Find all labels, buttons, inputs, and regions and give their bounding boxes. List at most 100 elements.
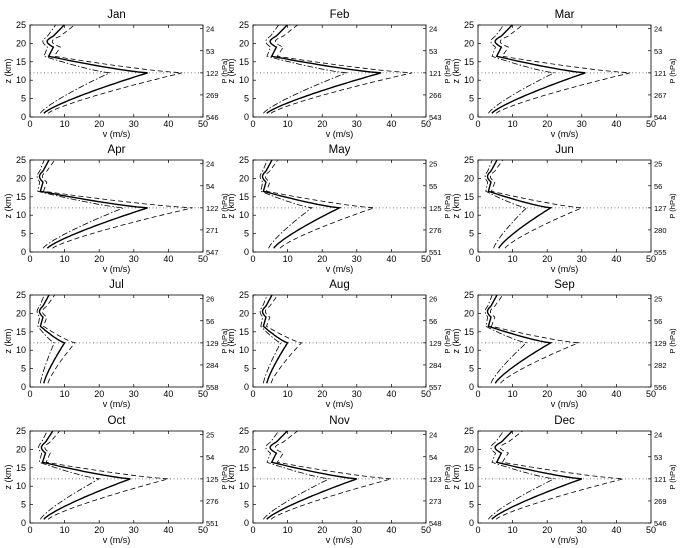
panel-apr: Apr 0 10 20 30 40 50 0 5 10 15 20 25 24 54 122 271 547 v (… [3,144,229,274]
x-tick-label: 10 [60,254,70,264]
x-axis-label: v (m/s) [551,399,579,409]
y-axis-label: z (km) [226,465,236,490]
upper-profile-line [41,159,193,249]
plot-frame [477,24,652,118]
x-tick-label: 40 [163,254,173,264]
y-tick-label: 25 [464,155,474,165]
p-tick-label: 53 [429,47,437,56]
p-tick-label: 56 [429,317,437,326]
panel-title: Oct [108,415,127,427]
x-axis-label: v (m/s) [326,129,354,139]
x-tick-label: 30 [577,525,587,535]
y-tick-label: 0 [469,112,474,122]
p-tick-label: 54 [206,453,214,462]
upper-profile-line [264,294,303,384]
lower-profile-line [38,430,101,520]
y-tick-label: 15 [464,192,474,202]
p-tick-label: 276 [206,497,219,506]
p-tick-label: 127 [654,204,667,213]
panel-jul: Jul 0 10 20 30 40 50 0 5 10 15 20 25 26 56 129 284 558 v (… [3,279,229,409]
y-tick-label: 15 [464,463,474,473]
lower-profile-line [263,24,348,114]
p-tick-label: 122 [206,69,219,78]
plot-frame [477,159,652,253]
y-tick-label: 15 [239,57,249,67]
panel-aug: Aug 0 10 20 30 40 50 0 5 10 15 20 25 26 56 129 284 557 v (… [226,279,452,409]
y-axis-label: z (km) [3,329,13,354]
plot-frame [252,24,427,118]
x-tick-label: 40 [386,119,396,129]
x-tick-label: 0 [250,254,255,264]
p-tick-label: 555 [654,248,667,257]
y-tick-label: 0 [244,112,249,122]
p-tick-label: 54 [429,453,437,462]
y-tick-label: 25 [16,290,26,300]
p-tick-label: 276 [429,226,442,235]
p-tick-label: 129 [206,339,219,348]
y-tick-label: 20 [239,308,249,318]
p-tick-label: 129 [429,339,442,348]
p-tick-label: 284 [206,361,219,370]
panel-title: Apr [108,144,126,156]
plot-frame [29,430,204,524]
x-tick-label: 10 [508,389,518,399]
p-tick-label: 121 [654,475,667,484]
plot-frame [29,24,204,118]
upper-profile-line [495,24,631,114]
y-tick-label: 15 [16,327,26,337]
x-tick-label: 20 [317,254,327,264]
x-tick-label: 30 [577,119,587,129]
y-tick-label: 20 [16,308,26,318]
p-tick-label: 121 [429,69,442,78]
p-tick-label: 56 [654,182,662,191]
y-tick-label: 20 [464,308,474,318]
x-tick-label: 40 [611,254,621,264]
p-tick-label: 26 [429,295,437,304]
y-tick-label: 10 [464,210,474,220]
x-axis-label: v (m/s) [326,264,354,274]
panel-mar: Mar 0 10 20 30 40 50 0 5 10 15 20 25 24 53 121 267 544 v (… [451,9,677,139]
y-tick-label: 15 [16,57,26,67]
x-axis-label: v (m/s) [551,129,579,139]
plot-frame [252,430,427,524]
x-tick-label: 50 [198,389,208,399]
p-tick-label: 25 [429,160,437,169]
x-tick-label: 30 [129,119,139,129]
mean-profile-line [261,294,289,384]
y-tick-label: 15 [16,192,26,202]
y-tick-label: 0 [469,382,474,392]
x-tick-label: 50 [646,119,656,129]
y-axis-label: z (km) [226,194,236,219]
panel-title: Aug [329,279,349,291]
x-tick-label: 40 [163,119,173,129]
y-tick-label: 25 [239,426,249,436]
y-tick-label: 5 [244,500,249,510]
p-tick-label: 129 [654,339,667,348]
panel-title: Sep [554,279,574,291]
y-tick-label: 15 [239,463,249,473]
x-tick-label: 30 [352,119,362,129]
plot-frame [252,294,427,388]
x-tick-label: 20 [94,389,104,399]
x-tick-label: 10 [508,525,518,535]
panel-title: Jan [107,9,126,21]
mean-profile-line [491,24,586,114]
y-tick-label: 5 [469,500,474,510]
upper-profile-line [489,294,580,384]
mean-profile-line [266,430,358,520]
y-tick-label: 0 [469,247,474,257]
panel-title: Mar [555,9,575,21]
p-tick-label: 282 [654,361,667,370]
upper-profile-line [270,430,392,520]
p-tick-label: 24 [206,160,214,169]
y-tick-label: 15 [464,327,474,337]
y-tick-label: 25 [16,20,26,30]
y-tick-label: 5 [469,229,474,239]
p-tick-label: 284 [429,361,442,370]
x-tick-label: 30 [577,254,587,264]
x-tick-label: 40 [611,525,621,535]
y-tick-label: 5 [244,94,249,104]
x-tick-label: 20 [94,119,104,129]
x-tick-label: 40 [611,389,621,399]
